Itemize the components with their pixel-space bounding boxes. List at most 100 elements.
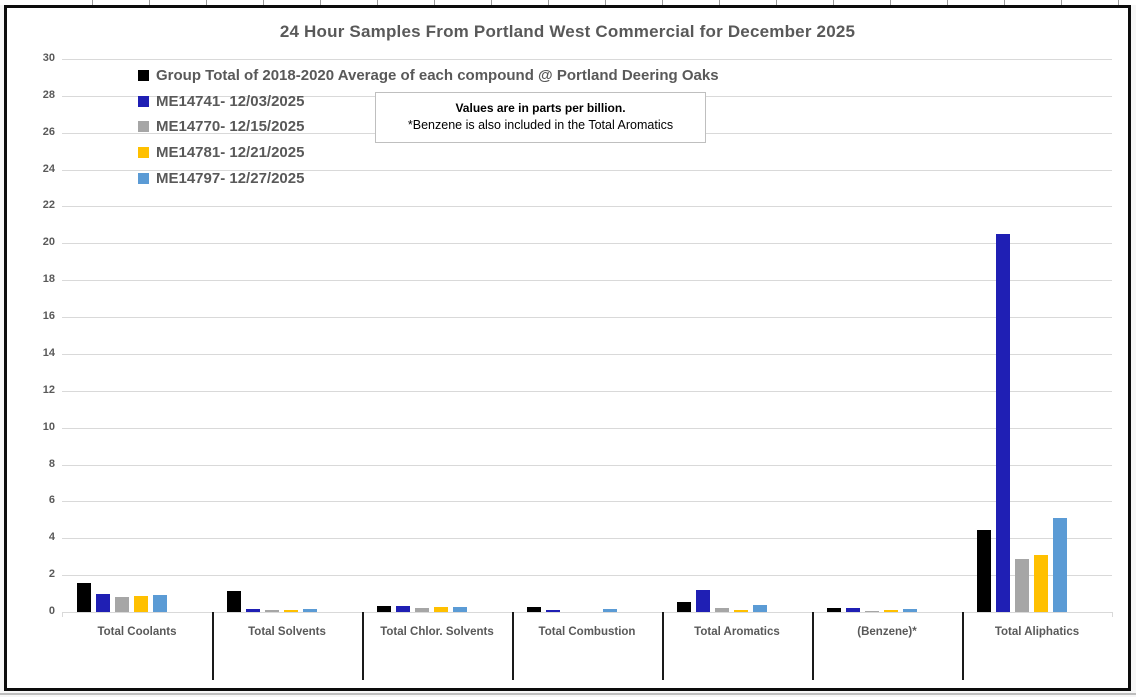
- spreadsheet-column-grid-strip: [0, 0, 1136, 5]
- gridline: [62, 243, 1112, 245]
- gridline: [62, 538, 1112, 540]
- bar[interactable]: [903, 609, 917, 612]
- value-axis-label: 6: [48, 494, 55, 507]
- value-axis-label: 28: [42, 88, 55, 101]
- axis-edge-tick: [62, 612, 63, 617]
- legend-item[interactable]: ME14770- 12/15/2025: [138, 114, 719, 140]
- bar[interactable]: [1015, 559, 1029, 612]
- category-divider: [362, 612, 364, 680]
- bar[interactable]: [284, 610, 298, 612]
- bar[interactable]: [715, 608, 729, 612]
- legend-label: ME14781- 12/21/2025: [156, 144, 305, 162]
- gridline: [62, 612, 1112, 613]
- bar[interactable]: [996, 234, 1010, 612]
- chart-plot-container: 24 Hour Samples From Portland West Comme…: [7, 8, 1128, 688]
- value-axis-label: 12: [42, 383, 55, 396]
- value-axis-label: 16: [42, 310, 55, 323]
- legend-item[interactable]: ME14781- 12/21/2025: [138, 140, 719, 166]
- legend-label: ME14797- 12/27/2025: [156, 169, 305, 187]
- value-axis-label: 4: [48, 531, 55, 544]
- gridline: [62, 390, 1112, 392]
- legend-item[interactable]: Group Total of 2018-2020 Average of each…: [138, 63, 719, 89]
- value-axis-label: 22: [42, 199, 55, 212]
- category-label: (Benzene)*: [857, 626, 917, 638]
- legend-swatch-icon: [138, 121, 149, 133]
- bar[interactable]: [246, 609, 260, 612]
- legend-swatch-icon: [138, 70, 149, 82]
- bar[interactable]: [303, 609, 317, 612]
- category-divider: [962, 612, 964, 680]
- chart-title[interactable]: 24 Hour Samples From Portland West Comme…: [279, 22, 856, 41]
- value-axis-label: 2: [48, 568, 55, 581]
- category-divider: [812, 612, 814, 680]
- category-label: Total Combustion: [538, 626, 636, 638]
- bar[interactable]: [827, 608, 841, 612]
- bar[interactable]: [396, 606, 410, 612]
- bar[interactable]: [96, 594, 110, 612]
- bar[interactable]: [977, 530, 991, 612]
- bar[interactable]: [134, 596, 148, 612]
- gridline: [62, 59, 1112, 60]
- axis-edge-tick: [1112, 612, 1113, 617]
- value-axis-label: 0: [48, 605, 55, 617]
- bar[interactable]: [753, 605, 767, 612]
- annotation-line2: *Benzene is also included in the Total A…: [407, 118, 674, 132]
- gridline: [62, 280, 1112, 282]
- category-label: Total Coolants: [97, 626, 177, 638]
- bar[interactable]: [434, 607, 448, 612]
- bar[interactable]: [734, 610, 748, 612]
- legend-label: ME14770- 12/15/2025: [156, 118, 305, 136]
- category-divider: [512, 612, 514, 680]
- bar[interactable]: [1034, 555, 1048, 612]
- legend-label: ME14741- 12/03/2025: [156, 92, 305, 110]
- legend-item[interactable]: ME14741- 12/03/2025: [138, 89, 719, 115]
- bar[interactable]: [115, 597, 129, 612]
- spreadsheet-row-grid-strip: [0, 693, 1136, 695]
- value-axis-label: 18: [42, 273, 55, 286]
- bar[interactable]: [884, 610, 898, 612]
- category-label: Total Chlor. Solvents: [380, 626, 494, 638]
- legend[interactable]: Group Total of 2018-2020 Average of each…: [138, 63, 719, 191]
- value-axis-label: 30: [42, 52, 55, 64]
- bar[interactable]: [1053, 518, 1067, 612]
- bar[interactable]: [453, 607, 467, 612]
- bar[interactable]: [846, 608, 860, 612]
- value-axis-label: 26: [42, 125, 55, 138]
- gridline: [62, 575, 1112, 577]
- legend-swatch-icon: [138, 95, 149, 107]
- category-label: Total Aromatics: [694, 626, 780, 638]
- category-divider: [662, 612, 664, 680]
- category-label: Total Solvents: [248, 626, 326, 638]
- bar[interactable]: [865, 611, 879, 612]
- bar[interactable]: [377, 606, 391, 612]
- annotation-box[interactable]: Values are in parts per billion. *Benzen…: [375, 92, 706, 143]
- bar[interactable]: [527, 607, 541, 612]
- chart-frame[interactable]: 24 Hour Samples From Portland West Comme…: [4, 5, 1131, 691]
- bar[interactable]: [696, 590, 710, 612]
- gridline: [62, 317, 1112, 319]
- value-axis-label: 10: [42, 420, 55, 433]
- legend-label: Group Total of 2018-2020 Average of each…: [156, 67, 719, 85]
- gridline: [62, 353, 1112, 355]
- annotation-line1: Values are in parts per billion.: [455, 101, 626, 115]
- gridline: [62, 501, 1112, 503]
- bar[interactable]: [77, 583, 91, 612]
- legend-swatch-icon: [138, 147, 149, 159]
- legend-swatch-icon: [138, 172, 149, 184]
- category-label: Total Aliphatics: [994, 626, 1080, 638]
- bar[interactable]: [227, 591, 241, 612]
- gridline: [62, 427, 1112, 429]
- gridline: [62, 169, 1112, 171]
- bar[interactable]: [603, 609, 617, 612]
- legend-item[interactable]: ME14797- 12/27/2025: [138, 165, 719, 191]
- bar[interactable]: [546, 610, 560, 612]
- value-axis-label: 14: [42, 346, 55, 359]
- value-axis-label: 8: [48, 457, 55, 470]
- bar[interactable]: [677, 602, 691, 612]
- bar[interactable]: [415, 608, 429, 612]
- bar[interactable]: [153, 595, 167, 612]
- value-axis-label: 20: [42, 236, 55, 249]
- gridline: [62, 464, 1112, 466]
- gridline: [62, 206, 1112, 208]
- bar[interactable]: [265, 610, 279, 612]
